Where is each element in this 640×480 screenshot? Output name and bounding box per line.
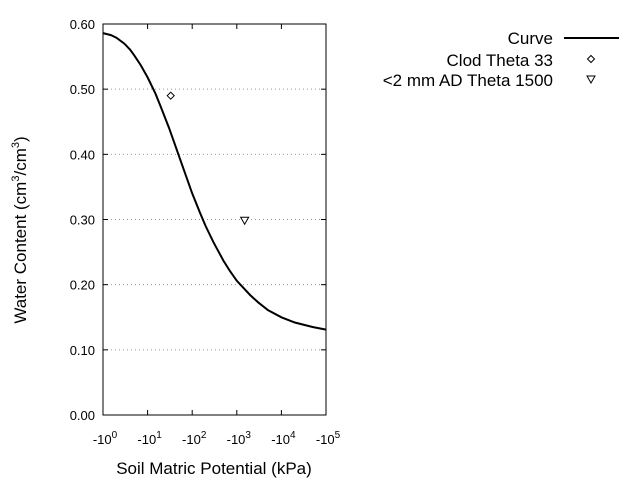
y-tick-label: 0.10 (70, 343, 95, 358)
x-tick-label: -104 (271, 430, 296, 447)
y-axis-ticks: 0.00 0.10 0.20 0.30 0.40 0.50 0.60 (70, 17, 326, 423)
legend-label-ad-theta-1500: <2 mm AD Theta 1500 (383, 71, 553, 90)
legend-label-clod-theta-33: Clod Theta 33 (447, 51, 553, 70)
y-tick-label: 0.00 (70, 408, 95, 423)
x-axis-label: Soil Matric Potential (kPa) (116, 459, 312, 478)
data-markers (166, 91, 250, 226)
grid-lines (103, 88, 326, 351)
x-axis-ticks: -100 -101 -102 -103 -104 -105 (93, 24, 341, 447)
x-tick-label: -100 (93, 430, 118, 447)
y-tick-label: 0.50 (70, 82, 95, 97)
data-point-diamond (166, 91, 175, 100)
x-tick-label: -103 (227, 430, 252, 447)
y-tick-label: 0.40 (70, 147, 95, 162)
legend: Curve Clod Theta 33 <2 mm AD Theta 1500 (383, 29, 619, 90)
y-tick-label: 0.30 (70, 213, 95, 228)
legend-label-curve: Curve (508, 29, 553, 48)
y-tick-label: 0.20 (70, 278, 95, 293)
x-tick-label: -102 (182, 430, 207, 447)
y-tick-label: 0.60 (70, 17, 95, 32)
data-point-triangle-down (239, 216, 250, 226)
legend-swatch-diamond-icon (586, 54, 596, 64)
legend-swatch-triangle-down-icon (586, 75, 596, 85)
plot-frame (102, 23, 327, 416)
y-axis-label: Water Content (cm3/cm3) (10, 136, 30, 323)
curve-line (102, 32, 327, 331)
x-tick-label: -101 (137, 430, 162, 447)
x-tick-label: -105 (316, 430, 341, 447)
